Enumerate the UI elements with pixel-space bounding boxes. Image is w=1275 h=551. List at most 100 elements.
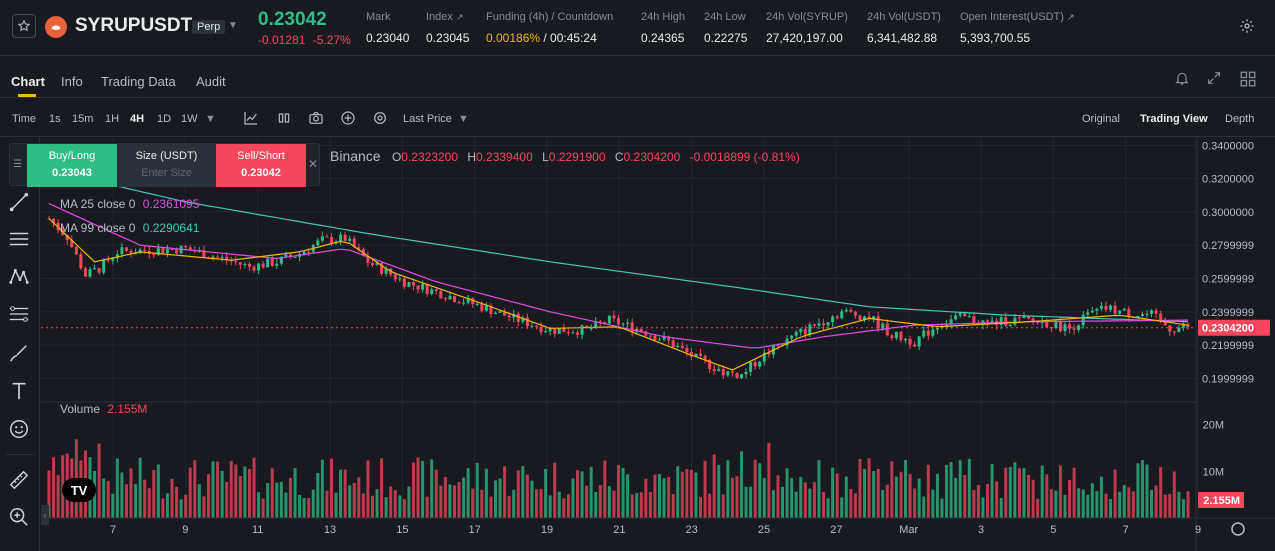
order-size-field[interactable]: Size (USDT) Enter Size bbox=[117, 144, 216, 187]
volume-bar bbox=[1045, 474, 1049, 518]
add-indicator-icon[interactable] bbox=[340, 110, 356, 129]
interval-1w[interactable]: 1W bbox=[181, 113, 198, 125]
candle bbox=[717, 369, 721, 372]
volume-bar bbox=[247, 469, 251, 518]
price-tick-label: 0.2399999 bbox=[1202, 307, 1254, 319]
candle bbox=[352, 238, 356, 248]
layout-grid-icon[interactable] bbox=[1239, 70, 1257, 91]
interval-1s[interactable]: 1s bbox=[49, 113, 61, 125]
sell-short-button[interactable]: Sell/Short 0.23042 bbox=[216, 144, 306, 187]
candle bbox=[343, 234, 347, 241]
stat-open-interest: Open Interest(USDT) ↗ 5,393,700.55 bbox=[960, 11, 1075, 45]
index-info-icon[interactable]: ↗ bbox=[455, 12, 464, 22]
volume-bar bbox=[202, 496, 206, 518]
header-settings-icon[interactable] bbox=[1239, 18, 1255, 37]
interval-15m[interactable]: 15m bbox=[72, 113, 94, 125]
volume-bar bbox=[890, 461, 894, 518]
chart-toolbar: Time 1s 15m 1H 4H 1D 1W ▼ Last Price ▼ O… bbox=[0, 99, 1275, 137]
candle bbox=[411, 282, 415, 286]
chart-settings-icon[interactable] bbox=[372, 110, 388, 129]
view-original[interactable]: Original bbox=[1082, 113, 1120, 125]
candle bbox=[1095, 308, 1099, 311]
close-order-widget-icon[interactable]: ✕ bbox=[308, 157, 319, 171]
pattern-tool-icon[interactable] bbox=[8, 265, 32, 289]
volume-bar bbox=[530, 480, 534, 518]
volume-bar bbox=[389, 486, 393, 518]
interval-4h[interactable]: 4H bbox=[130, 113, 145, 125]
tab-trading-data[interactable]: Trading Data bbox=[101, 74, 176, 89]
volume-legend[interactable]: Volume 2.155M bbox=[60, 402, 148, 416]
ruler-icon[interactable] bbox=[8, 469, 32, 493]
zoom-in-icon[interactable] bbox=[8, 506, 32, 530]
candle bbox=[945, 324, 949, 328]
volume-bar bbox=[325, 490, 329, 518]
volume-bar bbox=[375, 489, 379, 518]
volume-bar bbox=[512, 489, 516, 518]
candle-type-icon[interactable] bbox=[276, 110, 292, 129]
candle bbox=[261, 263, 265, 268]
volume-bar bbox=[170, 478, 174, 518]
volume-bar bbox=[913, 488, 917, 518]
chart-canvas[interactable]: 0.3400000 0.3200000 0.3000000 0.2799999 0.25… bbox=[41, 138, 1275, 551]
volume-bar bbox=[147, 488, 151, 518]
chart-tabs: Chart Info Trading Data Audit bbox=[0, 56, 1275, 98]
brush-icon[interactable] bbox=[8, 342, 32, 366]
interval-more-caret-icon[interactable]: ▼ bbox=[205, 113, 216, 125]
fullscreen-icon[interactable] bbox=[1206, 70, 1222, 89]
volume-bar bbox=[712, 454, 716, 518]
ma99-legend[interactable]: MA 99 close 0 0.2290641 bbox=[60, 221, 200, 235]
indicators-icon[interactable] bbox=[243, 110, 259, 129]
stat-index: Index ↗ 0.23045 bbox=[426, 11, 470, 45]
volume-bar bbox=[161, 498, 165, 518]
emoji-icon[interactable] bbox=[8, 418, 32, 442]
collapse-toolbar-chevron-icon[interactable]: ‹ bbox=[41, 505, 49, 525]
volume-bar bbox=[320, 459, 324, 518]
candle bbox=[899, 331, 903, 341]
volume-bar bbox=[630, 494, 634, 518]
candle bbox=[1058, 320, 1062, 332]
tab-audit[interactable]: Audit bbox=[196, 74, 226, 89]
text-tool-icon[interactable] bbox=[8, 380, 32, 404]
view-trading-view[interactable]: Trading View bbox=[1140, 113, 1208, 125]
candle bbox=[202, 250, 206, 258]
interval-time[interactable]: Time bbox=[12, 113, 37, 125]
interval-1h[interactable]: 1H bbox=[105, 113, 120, 125]
candle bbox=[785, 338, 789, 346]
ma25-legend[interactable]: MA 25 close 0 0.2361095 bbox=[60, 197, 200, 211]
interval-1d[interactable]: 1D bbox=[157, 113, 172, 125]
volume-bar bbox=[790, 478, 794, 518]
symbol-dropdown-caret-icon[interactable]: ▼ bbox=[228, 20, 238, 31]
candle bbox=[65, 234, 69, 241]
horizontal-lines-icon[interactable] bbox=[8, 228, 32, 252]
candle bbox=[1013, 317, 1017, 325]
drag-handle-icon[interactable]: ☰ bbox=[13, 159, 22, 170]
trend-line-icon[interactable] bbox=[8, 191, 32, 215]
tab-info[interactable]: Info bbox=[61, 74, 83, 89]
volume-bar bbox=[493, 480, 497, 518]
volume-bar bbox=[612, 490, 616, 518]
favorite-button[interactable] bbox=[12, 14, 36, 38]
fib-retracement-icon[interactable] bbox=[8, 303, 32, 327]
candle bbox=[184, 245, 188, 248]
candle bbox=[835, 316, 839, 319]
tab-chart[interactable]: Chart bbox=[11, 74, 45, 89]
volume-bar bbox=[120, 472, 124, 518]
axis-settings-icon[interactable] bbox=[1231, 522, 1245, 536]
ohlc-legend: Binance O0.2323200 H0.2339400 L0.2291900… bbox=[330, 148, 800, 164]
candle bbox=[234, 261, 238, 263]
screenshot-camera-icon[interactable] bbox=[308, 110, 324, 129]
price-chart[interactable]: 0.3400000 0.3200000 0.3000000 0.2799999 0.25… bbox=[41, 138, 1275, 551]
candle bbox=[917, 336, 921, 347]
buy-long-button[interactable]: Buy/Long 0.23043 bbox=[27, 144, 117, 187]
price-type-select[interactable]: Last Price ▼ bbox=[403, 113, 469, 125]
symbol-name[interactable]: SYRUPUSDT bbox=[75, 15, 193, 36]
candle bbox=[275, 263, 279, 266]
view-depth[interactable]: Depth bbox=[1225, 113, 1255, 125]
alert-bell-icon[interactable] bbox=[1174, 70, 1190, 89]
volume-bar bbox=[803, 482, 807, 518]
open-interest-info-icon[interactable]: ↗ bbox=[1066, 12, 1075, 22]
volume-bar bbox=[288, 477, 292, 518]
time-tick-label: 19 bbox=[541, 524, 553, 536]
volume-bar bbox=[1099, 476, 1103, 518]
volume-bar bbox=[398, 495, 402, 518]
